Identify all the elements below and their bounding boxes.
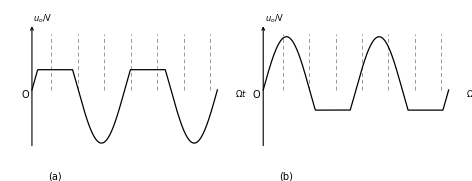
Text: $u_o$/V: $u_o$/V xyxy=(34,12,53,25)
Text: (a): (a) xyxy=(48,172,61,181)
Text: $u_o$/V: $u_o$/V xyxy=(265,12,284,25)
Text: $\Omega t$: $\Omega t$ xyxy=(235,88,246,99)
Text: O: O xyxy=(22,90,29,100)
Text: (b): (b) xyxy=(279,172,293,181)
Text: $\Omega t$: $\Omega t$ xyxy=(466,88,472,99)
Text: O: O xyxy=(253,90,261,100)
